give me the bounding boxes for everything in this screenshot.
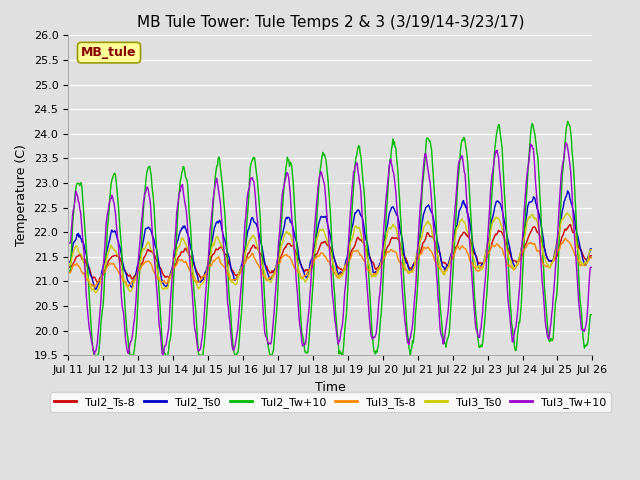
- Tul3_Ts-8: [374, 266, 381, 272]
- Tul3_Ts0: [64, 262, 72, 267]
- Tul3_Ts0: [374, 270, 381, 276]
- Tul3_Ts-8: [426, 246, 433, 252]
- Tul2_Ts-8: [203, 268, 211, 274]
- Tul3_Ts0: [203, 269, 211, 275]
- Tul3_Ts0: [541, 255, 549, 261]
- Tul2_Ts-8: [567, 222, 575, 228]
- Tul2_Ts-8: [64, 264, 72, 270]
- Tul3_Tw+10: [323, 209, 330, 215]
- Tul2_Ts-8: [426, 233, 433, 239]
- Tul3_Ts0: [426, 220, 433, 226]
- Tul3_Ts-8: [90, 284, 98, 290]
- Tul2_Ts-8: [541, 248, 549, 254]
- Tul3_Ts-8: [541, 263, 549, 269]
- Tul3_Ts-8: [64, 270, 72, 276]
- Tul2_Tw+10: [203, 314, 211, 320]
- Tul2_Tw+10: [564, 119, 572, 124]
- Tul3_Ts-8: [562, 236, 570, 241]
- Tul2_Ts0: [564, 188, 572, 194]
- Tul3_Tw+10: [426, 176, 433, 181]
- Tul3_Ts0: [589, 247, 596, 252]
- Tul2_Ts-8: [374, 264, 381, 270]
- Tul3_Ts0: [180, 238, 188, 244]
- Tul2_Ts0: [426, 204, 433, 210]
- Tul2_Tw+10: [374, 346, 381, 351]
- Line: Tul2_Tw+10: Tul2_Tw+10: [68, 121, 593, 355]
- Tul3_Ts-8: [203, 270, 211, 276]
- Tul2_Ts0: [203, 266, 211, 272]
- Tul2_Tw+10: [180, 164, 188, 170]
- Tul2_Tw+10: [541, 292, 549, 298]
- Line: Tul2_Ts-8: Tul2_Ts-8: [68, 225, 593, 283]
- Tul3_Tw+10: [203, 280, 211, 286]
- Tul3_Tw+10: [541, 317, 549, 323]
- Tul3_Ts0: [564, 210, 572, 216]
- Tul2_Tw+10: [90, 352, 98, 358]
- X-axis label: Time: Time: [315, 381, 346, 394]
- Tul2_Ts-8: [180, 249, 188, 254]
- Line: Tul2_Ts0: Tul2_Ts0: [68, 191, 593, 289]
- Tul2_Tw+10: [323, 163, 330, 169]
- Tul3_Ts-8: [323, 256, 330, 262]
- Tul3_Tw+10: [589, 264, 596, 270]
- Tul2_Ts0: [64, 259, 72, 265]
- Title: MB Tule Tower: Tule Temps 2 & 3 (3/19/14-3/23/17): MB Tule Tower: Tule Temps 2 & 3 (3/19/14…: [136, 15, 524, 30]
- Tul2_Ts0: [323, 216, 330, 222]
- Tul2_Tw+10: [589, 312, 596, 317]
- Tul3_Tw+10: [159, 352, 166, 358]
- Tul2_Ts-8: [589, 253, 596, 259]
- Text: MB_tule: MB_tule: [81, 46, 137, 59]
- Line: Tul3_Ts-8: Tul3_Ts-8: [68, 239, 593, 287]
- Tul2_Ts0: [589, 246, 596, 252]
- Legend: Tul2_Ts-8, Tul2_Ts0, Tul2_Tw+10, Tul3_Ts-8, Tul3_Ts0, Tul3_Tw+10: Tul2_Ts-8, Tul2_Ts0, Tul2_Tw+10, Tul3_Ts…: [50, 392, 611, 412]
- Line: Tul3_Ts0: Tul3_Ts0: [68, 213, 593, 293]
- Tul3_Ts-8: [180, 259, 188, 265]
- Tul2_Ts0: [541, 248, 549, 253]
- Tul3_Ts0: [323, 236, 330, 241]
- Tul3_Tw+10: [64, 240, 72, 246]
- Tul2_Tw+10: [426, 138, 433, 144]
- Tul2_Ts0: [180, 224, 188, 230]
- Tul3_Tw+10: [374, 316, 381, 322]
- Tul2_Ts-8: [94, 280, 102, 286]
- Tul2_Tw+10: [64, 268, 72, 274]
- Tul2_Ts0: [92, 286, 100, 292]
- Tul3_Ts0: [92, 290, 100, 296]
- Tul2_Ts0: [374, 268, 381, 274]
- Tul3_Tw+10: [180, 194, 188, 200]
- Line: Tul3_Tw+10: Tul3_Tw+10: [68, 143, 593, 355]
- Tul2_Ts-8: [323, 241, 330, 247]
- Y-axis label: Temperature (C): Temperature (C): [15, 144, 28, 246]
- Tul3_Ts-8: [589, 255, 596, 261]
- Tul3_Tw+10: [563, 140, 570, 146]
